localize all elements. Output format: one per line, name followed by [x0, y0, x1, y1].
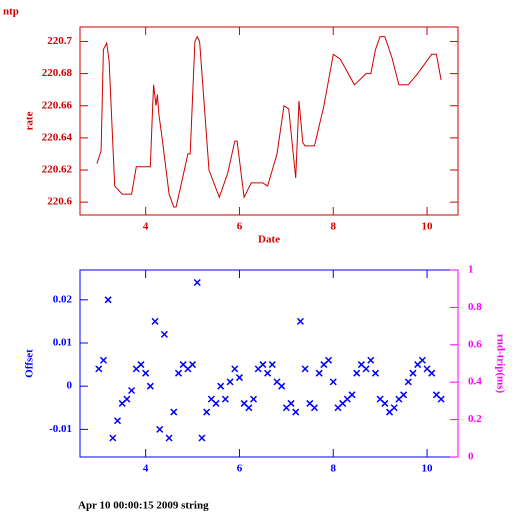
point — [109, 434, 117, 442]
point — [212, 399, 220, 407]
y-tick-label: 220.66 — [42, 99, 73, 111]
point — [264, 369, 272, 377]
point — [99, 356, 107, 364]
y-tick-label: 220.7 — [47, 35, 72, 47]
plot-frame — [79, 26, 459, 216]
point — [268, 361, 276, 369]
point — [137, 361, 145, 369]
y-tick-label: -0.01 — [49, 423, 72, 435]
x-axis-label: Date — [258, 234, 280, 246]
point — [371, 369, 379, 377]
point — [104, 296, 112, 304]
x-tick-label: 8 — [331, 463, 337, 475]
x-tick-label: 6 — [237, 463, 243, 475]
point — [198, 434, 206, 442]
point — [217, 382, 225, 390]
y2-tick-label: 0.2 — [468, 413, 482, 425]
point — [170, 408, 178, 416]
point — [165, 434, 173, 442]
point — [428, 369, 436, 377]
point — [404, 378, 412, 386]
y-tick-label: 220.62 — [42, 164, 73, 176]
point — [231, 365, 239, 373]
y2-tick-label: 0.8 — [468, 301, 482, 313]
point — [310, 404, 319, 412]
point — [245, 404, 253, 412]
point — [160, 330, 168, 338]
x-tick-label: 4 — [143, 221, 149, 233]
point — [390, 404, 398, 412]
x-tick-label: 10 — [422, 221, 434, 233]
x-tick-label: 4 — [143, 463, 149, 475]
point — [226, 378, 234, 386]
point — [259, 361, 267, 369]
y-axis-label: rate — [24, 111, 36, 130]
x-tick-label: 6 — [237, 221, 243, 233]
point — [189, 361, 197, 369]
point — [193, 278, 201, 287]
point — [409, 369, 417, 377]
point — [146, 382, 154, 390]
x-tick-label: 10 — [422, 463, 434, 475]
y2-tick-label: 0 — [468, 451, 474, 463]
point — [367, 356, 375, 364]
y-tick-label: 220.68 — [42, 67, 73, 79]
y-tick-label: 0 — [67, 380, 73, 392]
point — [325, 356, 333, 364]
point — [315, 369, 323, 377]
point — [348, 391, 356, 399]
point — [113, 417, 122, 425]
data-line — [96, 35, 442, 208]
point — [203, 408, 211, 416]
point — [362, 365, 370, 373]
point — [156, 425, 164, 433]
point — [437, 395, 445, 403]
point — [296, 317, 304, 325]
point — [353, 369, 361, 377]
chart-title: ntp — [3, 6, 19, 18]
point — [301, 365, 309, 373]
point — [142, 369, 150, 377]
point — [128, 386, 136, 395]
point — [235, 374, 243, 382]
point — [221, 395, 229, 403]
y-tick-label: 0.01 — [53, 337, 72, 349]
point — [95, 365, 103, 373]
y-axis-label: Offset — [24, 349, 36, 378]
y2-tick-label: 1 — [468, 264, 474, 276]
x-tick-label: 8 — [331, 221, 337, 233]
point — [400, 391, 408, 399]
point — [292, 408, 300, 416]
y-tick-label: 0.02 — [53, 293, 73, 305]
plot-frame — [79, 269, 459, 458]
y-tick-label: 220.64 — [42, 131, 73, 143]
y2-tick-label: 0.6 — [468, 338, 482, 350]
point — [329, 378, 337, 386]
y2-axis-label: rnd-trip(ms) — [494, 334, 506, 394]
point — [151, 317, 159, 325]
point — [381, 399, 389, 407]
point — [287, 399, 295, 407]
point — [123, 395, 131, 403]
point — [249, 395, 258, 403]
point — [418, 356, 426, 364]
y2-tick-label: 0.4 — [468, 376, 482, 388]
y-tick-label: 220.6 — [47, 196, 72, 208]
point — [174, 369, 183, 377]
footer: Apr 10 00:00:15 2009 string — [78, 500, 209, 512]
point — [278, 382, 286, 390]
